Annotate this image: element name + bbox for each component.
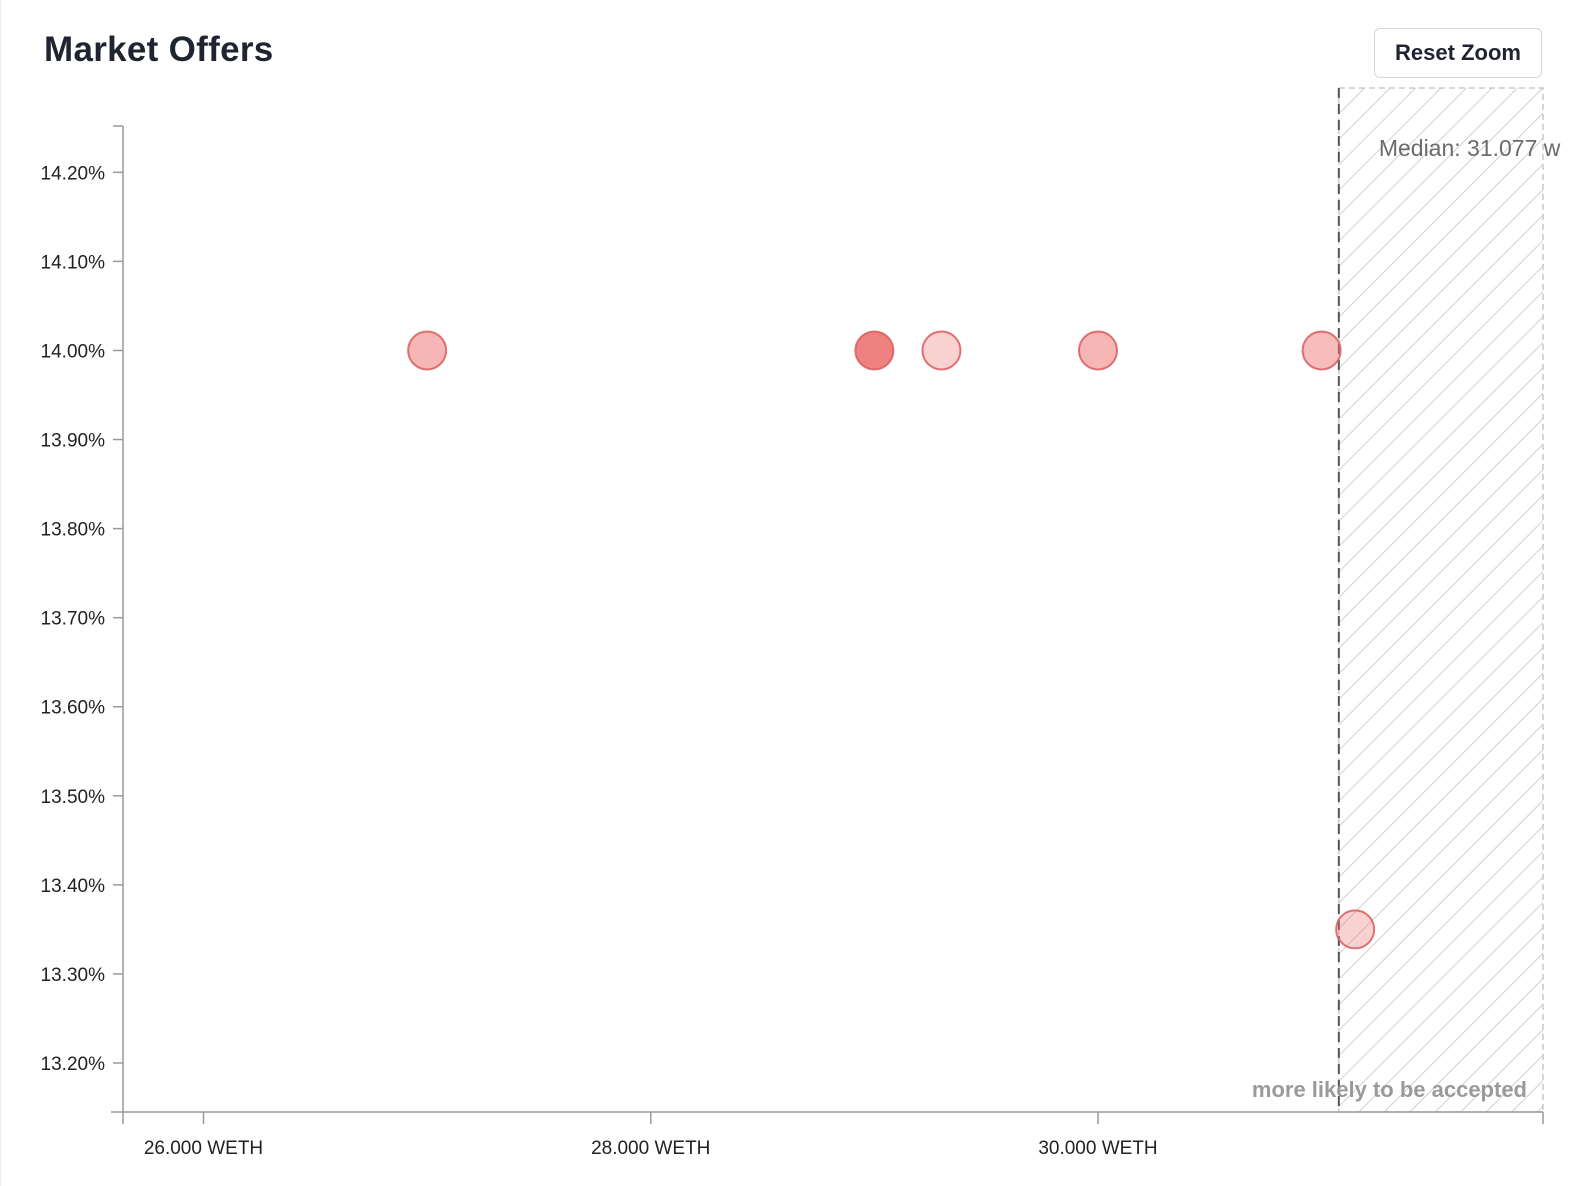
offer-point[interactable]	[1077, 330, 1118, 371]
y-tick-label: 13.70%	[41, 609, 106, 630]
y-tick-label: 13.30%	[41, 965, 106, 986]
x-tick-label: 28.000 WETH	[591, 1138, 710, 1159]
offer-point[interactable]	[407, 330, 448, 371]
page-title: Market Offers	[44, 30, 274, 69]
offer-point[interactable]	[854, 330, 895, 371]
y-tick-label: 14.10%	[41, 252, 106, 273]
offer-point[interactable]	[921, 330, 962, 371]
y-tick-label: 13.90%	[41, 431, 106, 452]
y-tick-label: 13.50%	[41, 787, 106, 808]
x-tick-label: 26.000 WETH	[144, 1138, 263, 1159]
y-tick-label: 14.00%	[41, 341, 106, 362]
acceptance-zone	[1338, 87, 1544, 1113]
reset-zoom-button[interactable]: Reset Zoom	[1374, 28, 1542, 78]
y-tick-label: 13.40%	[41, 876, 106, 897]
x-tick-label: 30.000 WETH	[1038, 1138, 1157, 1159]
y-tick-label: 14.20%	[41, 163, 106, 184]
y-tick-label: 13.80%	[41, 520, 106, 541]
acceptance-annotation: more likely to be accepted	[1252, 1077, 1527, 1102]
y-tick-label: 13.20%	[41, 1054, 106, 1075]
offer-point[interactable]	[1335, 909, 1376, 950]
median-label: Median: 31.077 w	[1379, 135, 1561, 161]
offer-point[interactable]	[1301, 330, 1342, 371]
y-tick-label: 13.60%	[41, 698, 106, 719]
